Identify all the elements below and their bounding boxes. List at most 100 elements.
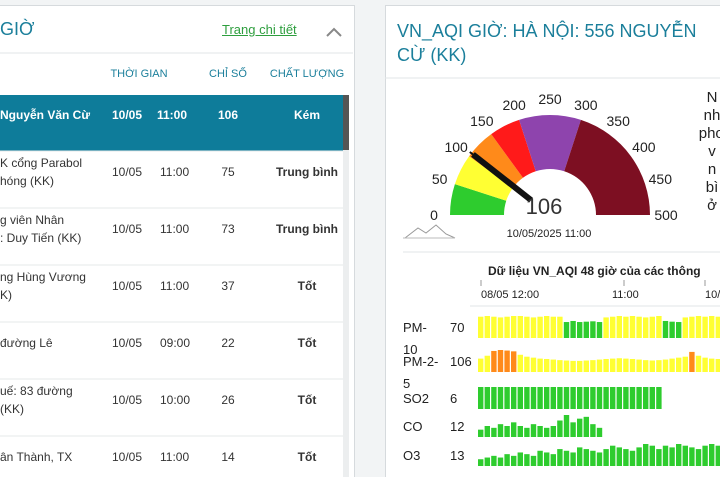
history-bar <box>623 387 629 409</box>
collapse-chevron[interactable] <box>326 27 342 37</box>
history-bar <box>491 316 497 338</box>
history-bar <box>695 449 702 466</box>
history-bar <box>563 387 570 409</box>
history-bar <box>603 387 609 409</box>
history-bar <box>544 452 550 466</box>
side-text: n <box>707 161 717 178</box>
history-bar <box>676 322 682 338</box>
station-name: uế: 83 đường <box>0 384 73 398</box>
history-bar <box>636 316 642 338</box>
history-bar <box>544 358 550 372</box>
history-bar <box>610 387 616 409</box>
history-bar <box>682 356 688 372</box>
station-name: Nguyễn Văn Cừ <box>0 108 91 122</box>
selected-row <box>0 95 343 151</box>
gauge-band <box>454 156 513 201</box>
gauge-tick-label: 300 <box>574 96 598 113</box>
history-bar <box>669 358 675 372</box>
row-time: 09:00 <box>160 336 191 350</box>
row-quality: Tốt <box>297 393 317 407</box>
history-bar <box>504 350 510 372</box>
gauge-tick-label: 150 <box>470 113 494 130</box>
row-time: 10:00 <box>160 393 191 407</box>
history-bar <box>702 445 708 466</box>
row-date: 10/05 <box>112 393 143 407</box>
history-bar <box>484 426 490 437</box>
history-bar <box>656 449 662 466</box>
station-name: K cổng Parabol <box>0 156 83 170</box>
history-bar <box>636 387 642 409</box>
title-line: CỪ (KK) <box>397 45 467 65</box>
history-bar <box>669 321 675 338</box>
history-bar <box>544 316 550 338</box>
column-header: CHỈ SỐ <box>209 68 247 80</box>
history-bar <box>636 447 642 466</box>
history-bar <box>517 387 523 409</box>
history-bar <box>577 447 583 466</box>
history-bar <box>682 317 688 338</box>
history-bar <box>623 358 629 372</box>
row-quality: Trung bình <box>276 165 338 179</box>
history-bar <box>484 355 490 372</box>
history-bar <box>497 350 504 372</box>
history-bar <box>504 454 510 466</box>
gauge-needle-tip <box>469 151 474 156</box>
history-bar <box>537 450 543 466</box>
row-index: 14 <box>221 450 235 464</box>
history-bar <box>702 357 708 372</box>
history-bar <box>623 316 629 338</box>
history-bar <box>478 316 484 338</box>
history-bar <box>511 387 517 409</box>
side-text: N <box>706 89 718 106</box>
history-bar <box>629 387 636 409</box>
history-bar <box>563 450 570 466</box>
side-text: nh <box>703 107 720 124</box>
column-header: THỜI GIAN <box>110 68 168 80</box>
row-date: 10/05 <box>112 450 143 464</box>
station-name: đường Lê <box>0 336 53 350</box>
history-bar <box>590 450 596 466</box>
time-label: 11:00 <box>612 289 639 301</box>
history-bar <box>629 358 636 372</box>
history-bar <box>524 454 530 466</box>
pollutant-value: 106 <box>450 354 472 369</box>
row-time: 11:00 <box>157 108 188 122</box>
history-bar <box>715 316 720 338</box>
history-bar <box>511 422 517 437</box>
history-bar <box>491 455 497 466</box>
history-bar <box>643 317 649 338</box>
history-bar <box>695 316 702 338</box>
history-bar <box>530 317 537 338</box>
history-bar <box>524 387 530 409</box>
history-bar <box>616 316 622 338</box>
history-bar <box>537 358 543 372</box>
history-bar <box>629 316 636 338</box>
detail-title: VN_AQI GIỜ: HÀ NỘI: 556 NGUYỄN CỪ (KK) <box>397 19 697 67</box>
history-bar <box>596 322 603 338</box>
history-bar <box>689 447 695 466</box>
row-index: 37 <box>221 279 235 293</box>
history-bar <box>478 459 484 466</box>
history-bar <box>583 321 589 338</box>
row-time: 11:00 <box>160 165 190 179</box>
history-bar <box>563 415 570 437</box>
pollutant-name: PM-10 <box>403 320 427 357</box>
station-name: hóng (KK) <box>0 174 55 188</box>
history-bar <box>656 316 662 338</box>
station-name: : Duy Tiến (KK) <box>0 231 82 245</box>
detail-link[interactable]: Trang chi tiết <box>222 22 297 37</box>
history-bar <box>491 350 497 372</box>
history-bar <box>583 416 589 437</box>
row-date: 10/05 <box>112 222 143 236</box>
scrollbar-thumb[interactable] <box>343 95 349 150</box>
history-bar <box>596 359 603 372</box>
history-bar <box>484 387 490 409</box>
row-index: 75 <box>221 165 235 179</box>
history-bar <box>497 424 504 437</box>
history-bar <box>491 387 497 409</box>
history-bar <box>643 444 649 466</box>
history-bar <box>596 452 603 466</box>
history-bar <box>676 444 682 466</box>
history-bar <box>695 355 702 372</box>
history-bar <box>517 452 523 466</box>
